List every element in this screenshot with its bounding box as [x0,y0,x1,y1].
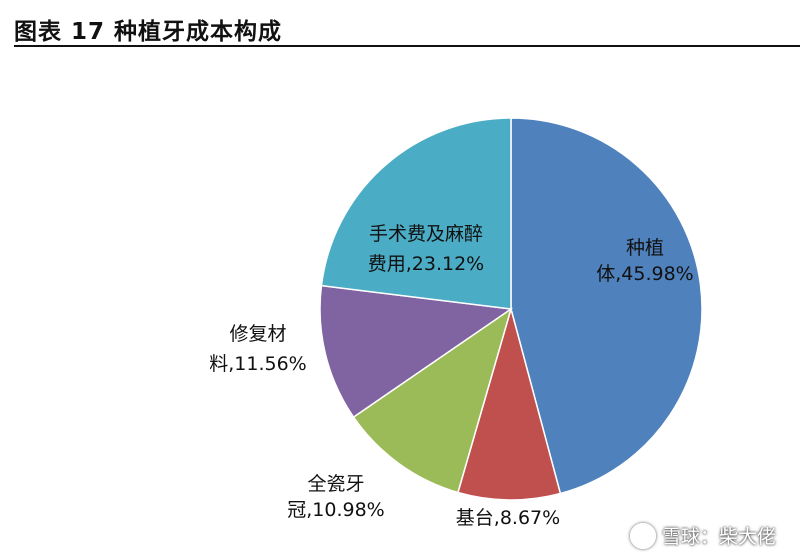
pie-slices [319,117,703,501]
figure-title: 图表 17 种植牙成本构成 [14,19,283,45]
slice-label: 修复材料,11.56% [209,323,307,375]
slice-label: 全瓷牙冠,10.98% [287,473,385,521]
slice-label-line: 手术费及麻醉 [369,223,483,245]
watermark: 雪球：柴大佬 [629,522,776,549]
slice-label-line: 费用,23.12% [368,253,485,275]
snowball-logo-icon [629,522,656,549]
pie-slice [457,306,562,501]
figure-header: 图表 17 种植牙成本构成 [0,0,800,48]
pie-slice [320,117,512,310]
slice-label-line: 全瓷牙 [307,473,364,495]
slice-label-line: 基台,8.67% [456,507,560,529]
pie-slice [352,307,513,494]
watermark-text: 雪球：柴大佬 [661,526,776,548]
pie-labels: 种植体,45.98% 基台,8.67% 全瓷牙冠,10.98% 修复材料,11.56%… [209,223,694,529]
slice-label-line: 修复材 [229,323,286,345]
pie-slice [319,284,514,419]
slice-label-line: 体,45.98% [596,263,694,285]
slice-label: 种植体,45.98% [596,237,694,285]
slice-label-line: 冠,10.98% [287,499,385,521]
slice-label-line: 料,11.56% [209,353,307,375]
title-underline [14,45,800,47]
pie-slice [510,117,703,495]
slice-label: 基台,8.67% [456,507,560,529]
slice-label-line: 种植 [626,237,664,259]
slice-label: 手术费及麻醉费用,23.12% [368,223,485,275]
